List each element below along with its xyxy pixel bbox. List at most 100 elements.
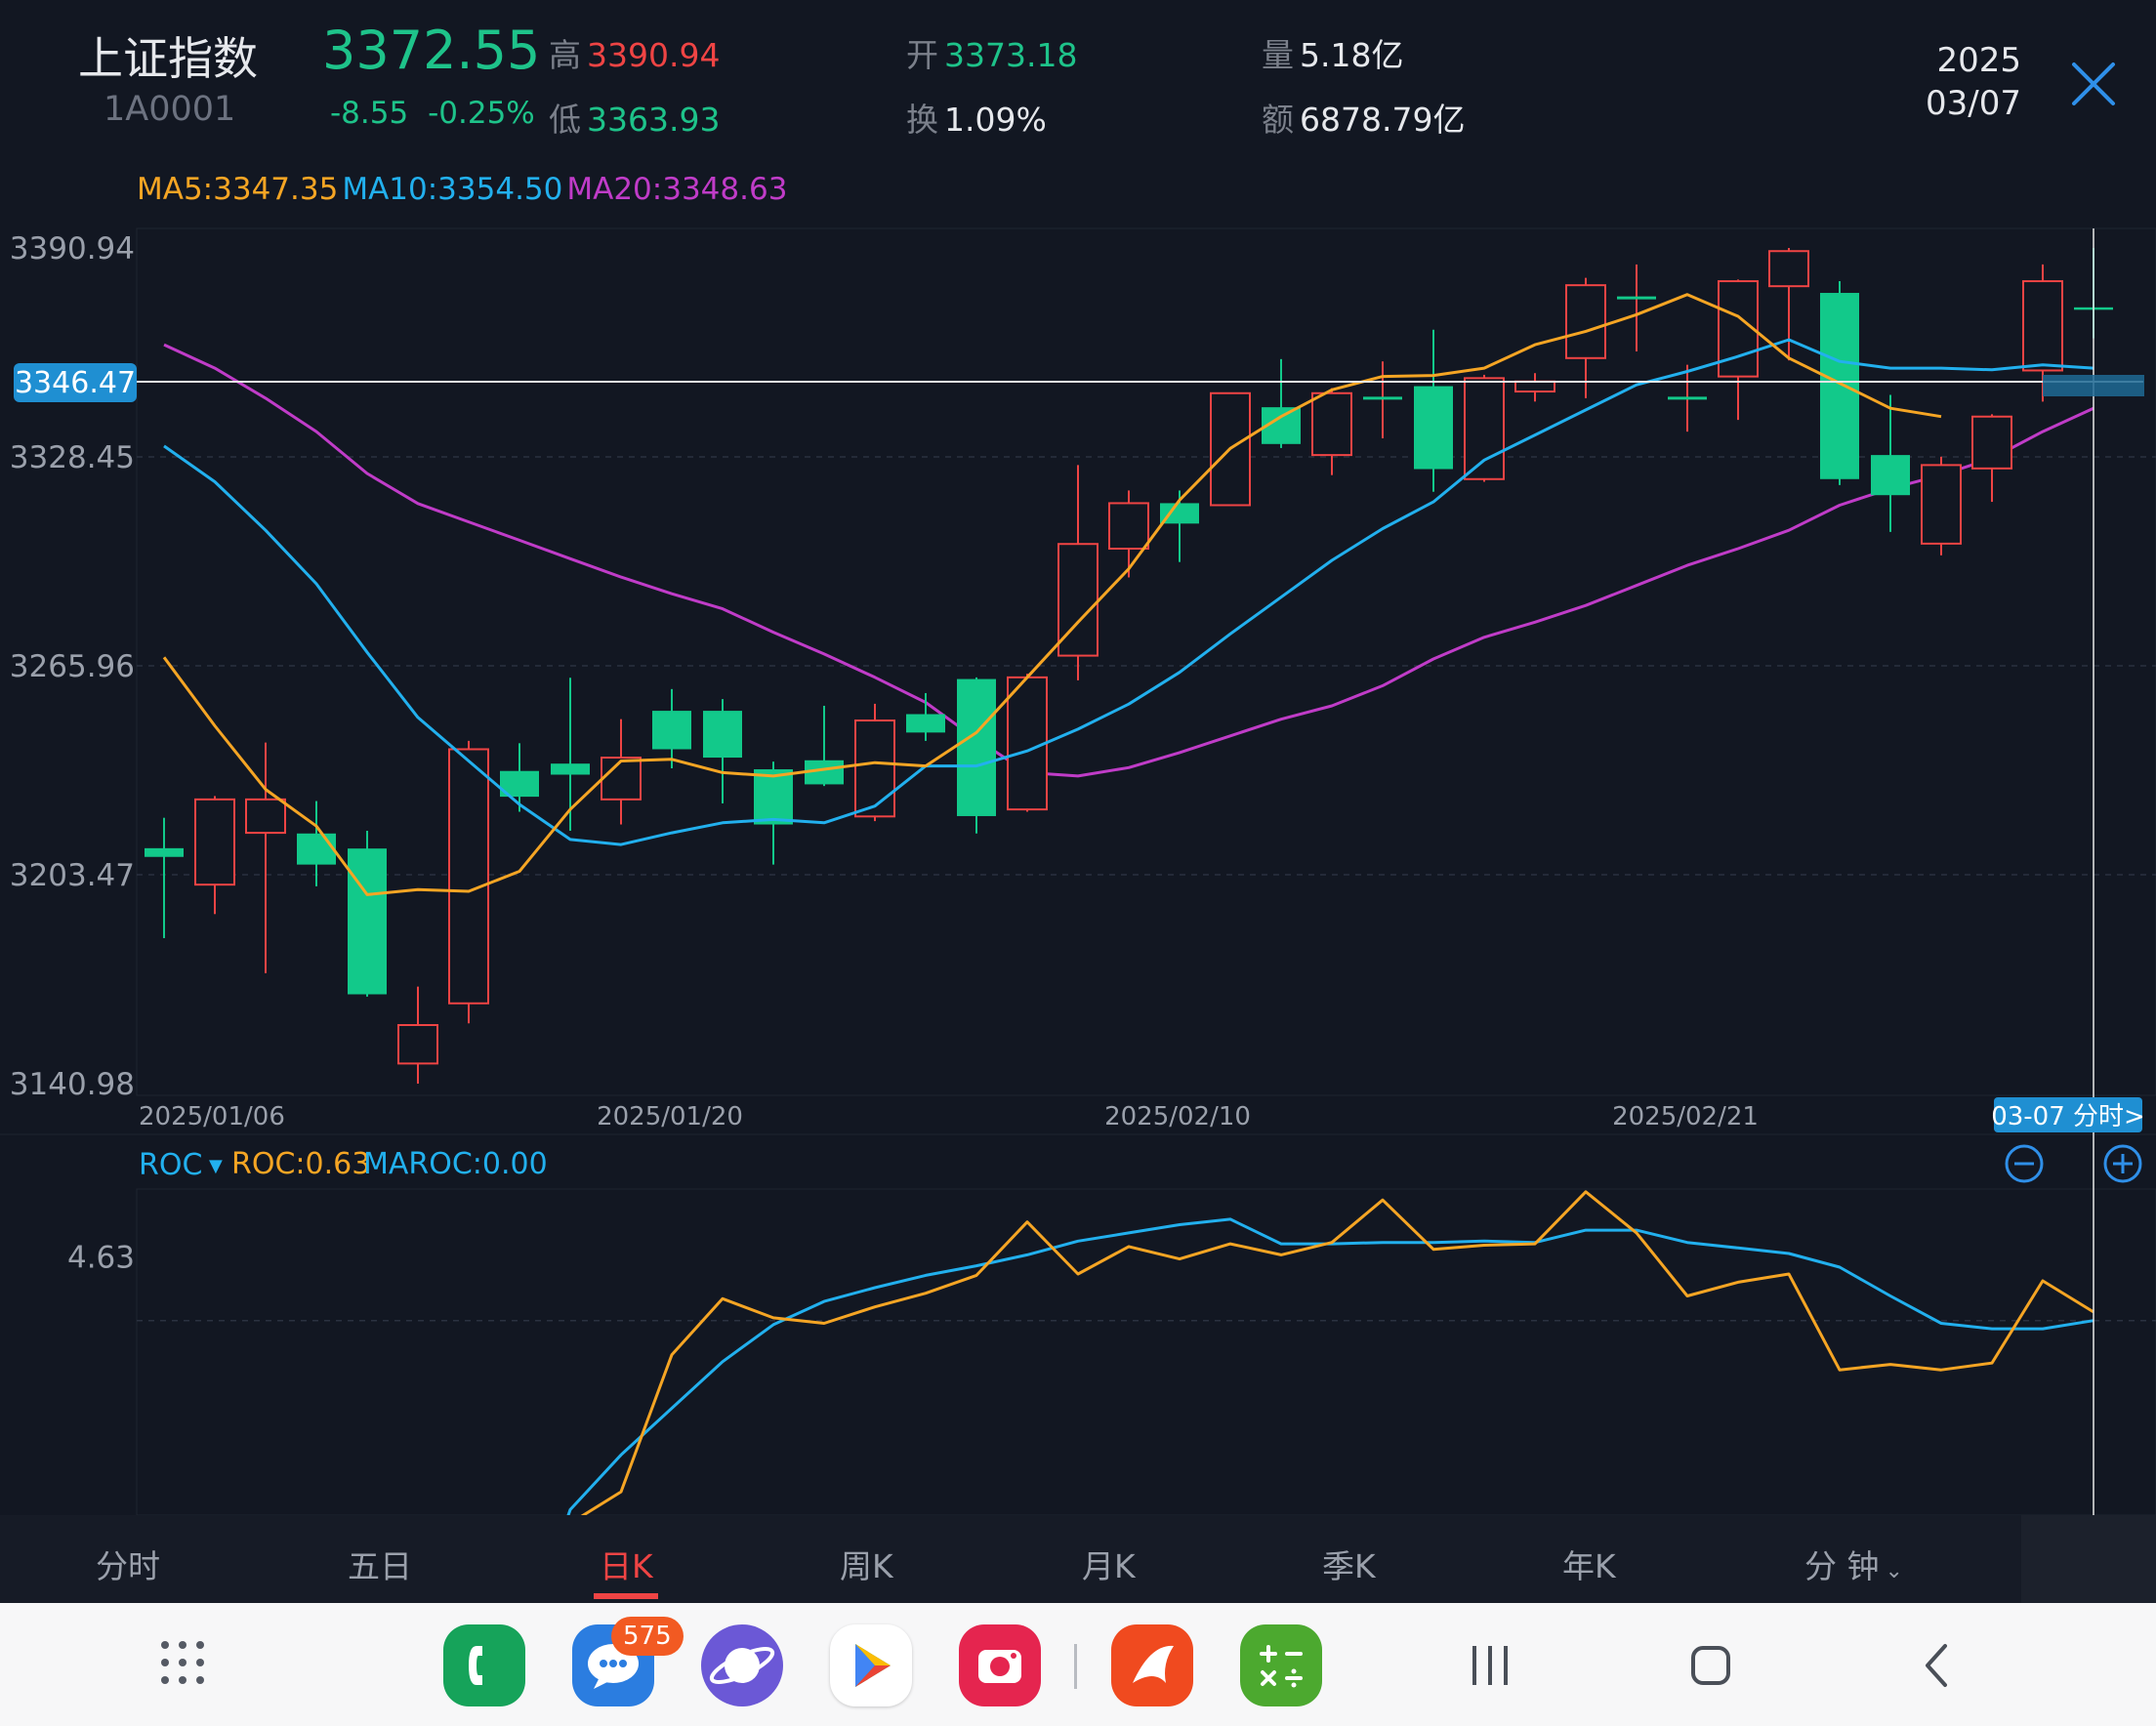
candle-body xyxy=(551,763,590,775)
candle-body xyxy=(1414,386,1453,470)
ma5-value: MA5:3347.35 xyxy=(137,172,339,207)
tab-quarterly-k[interactable]: 季K xyxy=(1322,1547,1376,1585)
recent-apps-icon[interactable] xyxy=(1469,1634,1512,1697)
candle-body xyxy=(652,711,691,750)
maroc-line xyxy=(566,1217,2094,1515)
date-year: 2025 xyxy=(1936,41,2021,80)
price-change: -8.55 -0.25% xyxy=(330,96,535,131)
play-store-icon[interactable] xyxy=(830,1624,912,1706)
back-icon[interactable] xyxy=(1922,1634,1951,1697)
y-tick-label: 3140.98 xyxy=(10,1067,135,1102)
candlestick xyxy=(145,817,184,938)
change-value: -8.55 xyxy=(330,96,409,131)
candlestick xyxy=(551,678,590,832)
index-code: 1A0001 xyxy=(104,90,236,129)
messages-badge: 575 xyxy=(611,1617,684,1656)
candle-body xyxy=(397,1024,438,1065)
zoom-in-icon[interactable] xyxy=(2103,1144,2142,1183)
candlestick xyxy=(652,688,691,768)
tab-five-day[interactable]: 五日 xyxy=(348,1547,412,1585)
internet-app-icon[interactable] xyxy=(701,1624,783,1706)
ma-legend: MA5:3347.35 MA10:3354.50 MA20:3348.63 xyxy=(137,172,787,207)
finance-app-icon[interactable] xyxy=(1111,1624,1193,1706)
x-tick-label: 2025/01/20 xyxy=(597,1102,743,1131)
crosshair-price-tag xyxy=(14,363,137,402)
candlestick xyxy=(1464,374,1505,482)
x-tick-label: 2025/02/10 xyxy=(1104,1102,1251,1131)
volume-stat: 量 5.18亿 xyxy=(1262,36,1404,74)
zoom-out-button[interactable] xyxy=(2005,1144,2044,1183)
home-icon[interactable] xyxy=(1689,1634,1732,1697)
chevron-down-icon[interactable]: ⌄ xyxy=(1885,1559,1903,1583)
index-name: 上证指数 xyxy=(78,32,258,85)
y-tick-label: 3390.94 xyxy=(10,231,135,267)
tab-weekly-k[interactable]: 周K xyxy=(840,1547,893,1585)
candlestick xyxy=(397,986,438,1084)
candle-body xyxy=(754,769,793,825)
roc-panel-frame xyxy=(136,1188,2156,1515)
turnover-stat: 换 1.09% xyxy=(906,101,1047,139)
tab-yearly-k[interactable]: 年K xyxy=(1562,1547,1616,1585)
candle-body xyxy=(1921,464,1962,545)
candlestick xyxy=(754,761,793,865)
y-tick-label: 3203.47 xyxy=(10,858,135,893)
candle-body xyxy=(854,719,895,818)
candle-body xyxy=(601,757,642,801)
zoom-in-button[interactable] xyxy=(2103,1144,2142,1183)
candlestick xyxy=(194,796,235,915)
low-value: 3363.93 xyxy=(587,101,721,139)
intraday-button-label[interactable]: 03-07 分时> xyxy=(1991,1102,2145,1131)
candle-body xyxy=(703,711,742,759)
tab-minute[interactable]: 分 钟 ⌄ xyxy=(1804,1541,1903,1587)
candlestick xyxy=(1363,361,1402,438)
roc-tick-label: 4.63 xyxy=(67,1241,135,1276)
candle-body xyxy=(245,798,286,835)
high-stat: 高 3390.94 xyxy=(549,36,721,74)
camera-app-icon[interactable] xyxy=(959,1624,1041,1706)
timeframe-bar-end xyxy=(2021,1515,2156,1603)
tab-daily-k[interactable]: 日K xyxy=(600,1547,653,1585)
roc-series xyxy=(137,1190,2156,1515)
ma5-line xyxy=(162,293,1942,896)
taskbar-divider xyxy=(1074,1644,1077,1689)
candle-body xyxy=(297,833,336,865)
close-icon xyxy=(2072,62,2115,105)
candle-body xyxy=(145,847,184,857)
candlestick xyxy=(854,703,895,822)
high-value: 3390.94 xyxy=(587,36,721,74)
candlestick xyxy=(448,740,489,1024)
candlestick xyxy=(1921,456,1962,555)
tab-minute-label[interactable]: 分 钟 xyxy=(1804,1547,1880,1585)
dropdown-arrow-icon[interactable]: ▼ xyxy=(209,1156,223,1176)
intraday-button[interactable] xyxy=(1994,1097,2142,1132)
change-percent: -0.25% xyxy=(428,96,535,131)
calculator-app-icon[interactable] xyxy=(1240,1624,1322,1706)
y-tick-label: 3328.45 xyxy=(10,440,135,475)
candle-body xyxy=(2022,280,2063,372)
roc-indicator-selector[interactable]: ROC xyxy=(139,1148,202,1182)
price-panel-frame xyxy=(136,227,2156,1096)
timeframe-bar xyxy=(0,1515,2156,1603)
tab-monthly-k[interactable]: 月K xyxy=(1082,1547,1136,1585)
candle-body xyxy=(1514,380,1555,393)
volume-value: 5.18亿 xyxy=(1300,36,1404,74)
candle-body xyxy=(1311,391,1352,457)
taskbar xyxy=(0,1603,2156,1726)
tab-intraday[interactable]: 分时 xyxy=(96,1547,160,1585)
crosshair-price-label: 3346.47 xyxy=(15,366,136,400)
app-drawer-icon[interactable] xyxy=(160,1640,205,1685)
kline-chart[interactable]: 3390.943328.453265.963203.473140.982025/… xyxy=(0,156,2156,1515)
candle-body xyxy=(1007,676,1048,811)
candle-body xyxy=(1464,377,1505,480)
candlestick xyxy=(906,692,945,741)
phone-app-icon[interactable] xyxy=(443,1624,525,1706)
ma10-value: MA10:3354.50 xyxy=(342,172,563,207)
close-button[interactable] xyxy=(2062,53,2125,115)
ma20-value: MA20:3348.63 xyxy=(566,172,788,207)
selected-date: 2025 03/07 xyxy=(1914,39,2021,125)
ma20-line xyxy=(163,343,2094,778)
candlestick xyxy=(1262,358,1301,448)
candle-body xyxy=(448,748,489,1005)
zoom-out-icon[interactable] xyxy=(2005,1144,2044,1183)
low-stat: 低 3363.93 xyxy=(549,101,721,139)
